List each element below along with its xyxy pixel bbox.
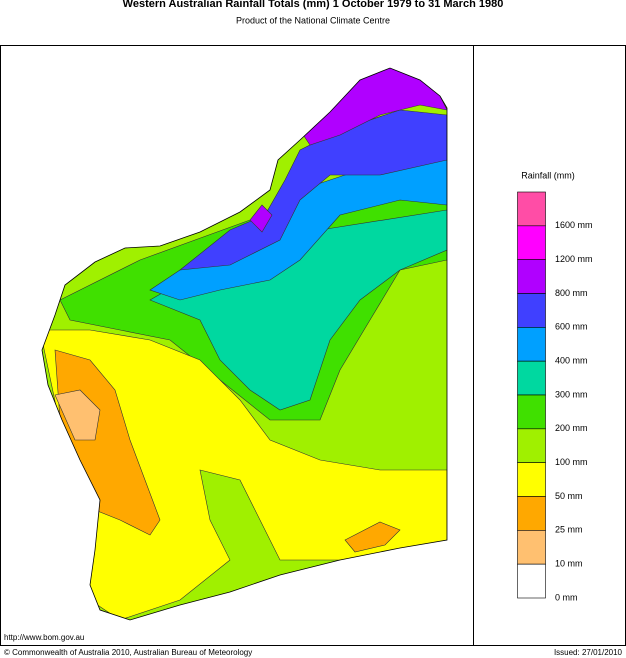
legend-label: 1600 mm	[555, 220, 593, 230]
legend-label: 400 mm	[555, 356, 588, 366]
legend-label: 100 mm	[555, 457, 588, 467]
zone-10-25	[54, 389, 101, 441]
legend-swatch	[517, 327, 546, 362]
legend-swatch	[517, 530, 546, 565]
zone-600-800	[179, 109, 447, 271]
legend-swatch	[517, 191, 546, 227]
legend-label: 25 mm	[555, 525, 583, 535]
legend-label: 600 mm	[555, 322, 588, 332]
legend-swatch	[517, 563, 546, 599]
legend-label: 0 mm	[555, 592, 578, 602]
footer-url: http://www.bom.gov.au	[4, 633, 84, 642]
legend-swatch	[517, 360, 546, 396]
legend: 1600 mm 1200 mm 800 mm 600 mm 400 mm 300 mm 20…	[517, 191, 593, 602]
legend-title: Rainfall (mm)	[521, 170, 575, 180]
legend-swatch	[517, 394, 546, 430]
legend-label: 1200 mm	[555, 254, 593, 264]
subtitle: Product of the National Climate Centre	[236, 15, 390, 25]
legend-swatch	[517, 496, 546, 531]
legend-swatch	[517, 428, 546, 463]
legend-label: 200 mm	[555, 423, 588, 433]
footer-issued: Issued: 27/01/2010	[554, 648, 623, 657]
legend-label: 300 mm	[555, 389, 588, 399]
footer-copyright: © Commonwealth of Australia 2010, Austra…	[4, 648, 252, 657]
title: Western Australian Rainfall Totals (mm) …	[123, 0, 504, 10]
rainfall-map	[42, 68, 447, 620]
legend-label: 50 mm	[555, 491, 583, 501]
legend-swatch	[517, 259, 546, 294]
legend-swatch	[517, 462, 546, 497]
legend-swatch	[517, 293, 546, 328]
legend-swatch	[517, 225, 546, 260]
zone-800-1200-pocket	[249, 204, 273, 233]
zone-25-50-east	[344, 521, 401, 553]
zone-50-100	[42, 329, 447, 620]
legend-label: 10 mm	[555, 559, 583, 569]
legend-label: 800 mm	[555, 288, 588, 298]
